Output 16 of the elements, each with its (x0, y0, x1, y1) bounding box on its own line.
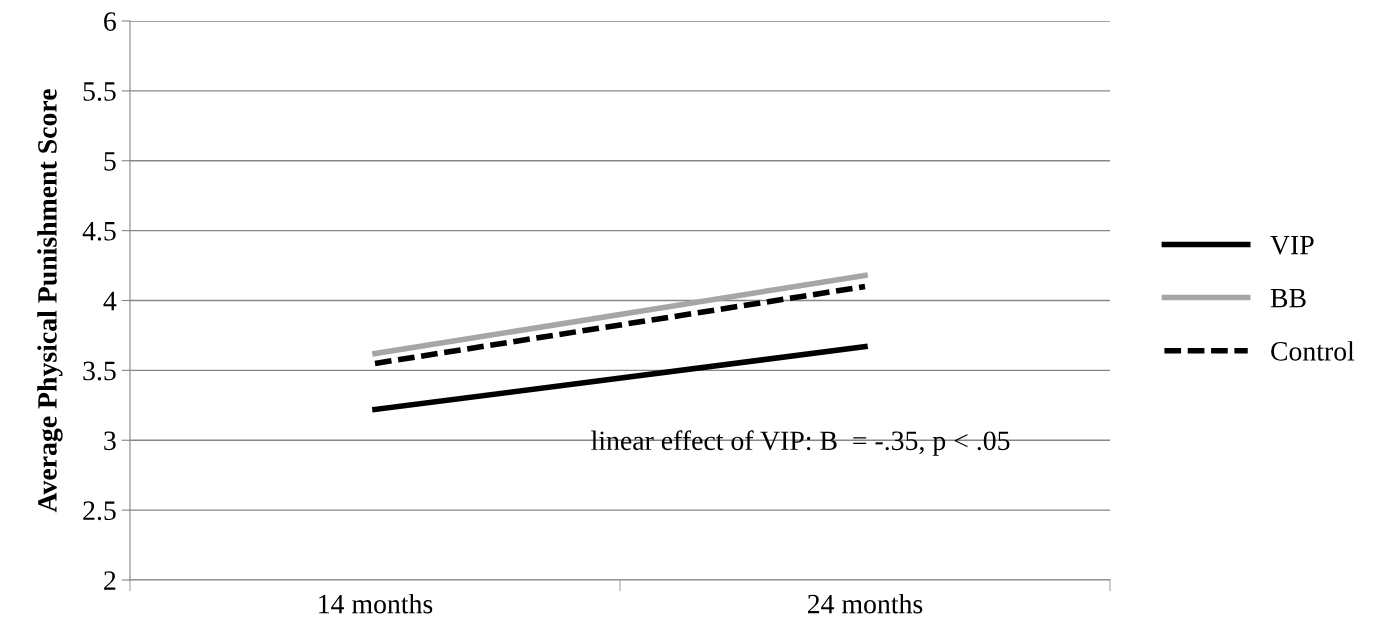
legend-label: Control (1271, 341, 1355, 361)
x-tick-label: 14 months (319, 593, 433, 614)
y-tick-label: 2.5 (83, 501, 116, 521)
legend-label: VIP (1270, 235, 1314, 255)
annotation: linear effect of VIP: B = -.35, p < .05 (591, 430, 1010, 456)
y-tick-label: 3 (104, 431, 116, 451)
y-axis-title: Average Physical Punishment Score (37, 89, 63, 513)
x-tick-label: 24 months (807, 593, 923, 614)
legend-label: BB (1270, 289, 1306, 308)
y-tick-label: 6 (104, 12, 116, 31)
y-tick-label: 5.5 (83, 82, 116, 101)
y-tick-label: 5 (104, 152, 116, 171)
y-tick-label: 3.5 (83, 361, 116, 381)
y-tick-label: 4 (103, 291, 117, 311)
y-tick-label: 2 (104, 571, 116, 590)
y-tick-label: 4.5 (82, 221, 116, 241)
